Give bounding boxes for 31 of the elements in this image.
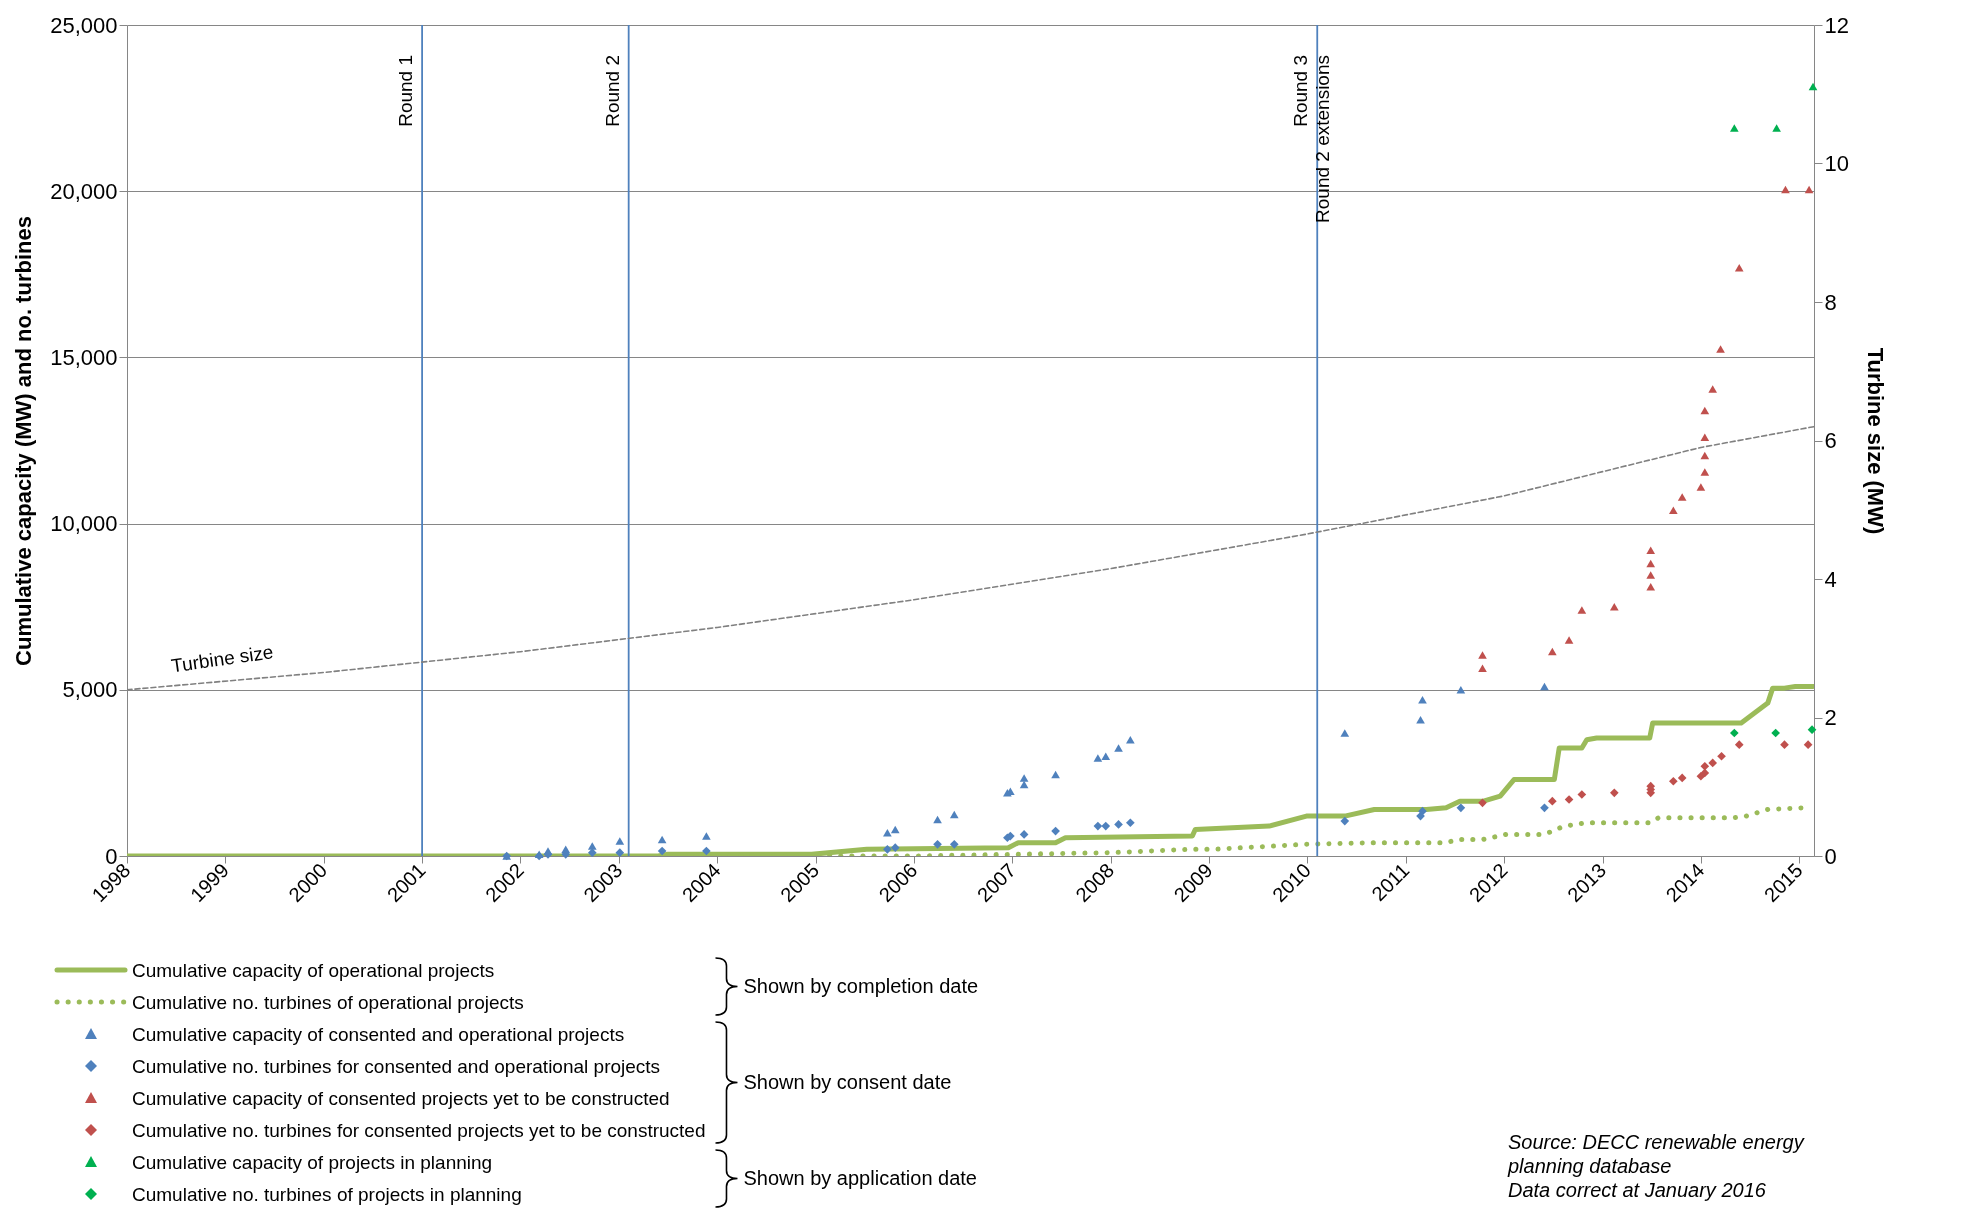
y2-tick-label: 10	[1824, 151, 1849, 176]
legend-label: Cumulative no. turbines of projects in planning	[132, 1184, 522, 1205]
y2-tick-label: 4	[1824, 566, 1837, 592]
y-axis-title: Cumulative capacity (MW) and no. turbines	[11, 216, 37, 666]
y-tick-label: 25,000	[50, 12, 118, 38]
y2-tick-label: 6	[1824, 428, 1837, 453]
text: Shown by completion date	[743, 974, 979, 998]
y2-tick-label: 2	[1824, 705, 1837, 730]
y-tick-label: 5,000	[62, 677, 118, 703]
legend-label: Cumulative no. turbines for consented and operational projects	[132, 1056, 661, 1077]
text: Shown by application date	[743, 1166, 977, 1190]
legend-label: Cumulative capacity of consented projects yet to be constructed	[132, 1088, 670, 1109]
text: Shown by consent date	[743, 1070, 952, 1094]
y2-axis-title: Turbine size (MW)	[1862, 347, 1888, 535]
ref-line-label: Round 3 Round 2 extensions	[1290, 55, 1334, 223]
y-tick-label: 15,000	[50, 344, 118, 370]
y2-tick-label: 12	[1824, 12, 1849, 38]
y2-tick-label: 8	[1824, 289, 1837, 315]
ref-line-label: Round 2	[601, 55, 623, 127]
legend-label: Cumulative no. turbines for consented projects yet to be constructed	[132, 1120, 706, 1141]
legend-label: Cumulative no. turbines of operational projects	[132, 992, 524, 1013]
source-note: Source: DECC renewable energy planning database	[1508, 1130, 1806, 1178]
y-tick-label: 20,000	[50, 178, 118, 204]
y2-tick-label: 0	[1824, 843, 1837, 869]
y-tick-label: 10,000	[50, 511, 118, 537]
legend-label: Cumulative capacity of projects in planning	[132, 1152, 493, 1173]
text: Turbine size	[169, 641, 275, 677]
ref-line-label: Round 1	[395, 55, 417, 127]
legend-label: Cumulative capacity of consented and operational projects	[132, 1024, 625, 1045]
text: Data correct at January 2016	[1508, 1178, 1767, 1202]
legend-label: Cumulative capacity of operational projects	[132, 960, 495, 981]
